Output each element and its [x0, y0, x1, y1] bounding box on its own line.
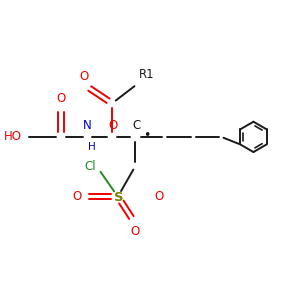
Text: O: O [154, 190, 164, 202]
Text: O: O [72, 190, 81, 202]
Text: Cl: Cl [84, 160, 96, 173]
Text: O: O [131, 225, 140, 238]
Text: N: N [83, 118, 92, 132]
Text: R1: R1 [139, 68, 155, 81]
Text: C: C [132, 119, 140, 132]
Text: O: O [80, 70, 89, 83]
Text: O: O [109, 119, 118, 132]
Text: •: • [143, 129, 151, 142]
Text: S: S [114, 191, 123, 204]
Text: H: H [88, 142, 96, 152]
Text: HO: HO [4, 130, 22, 143]
Text: O: O [56, 92, 66, 105]
